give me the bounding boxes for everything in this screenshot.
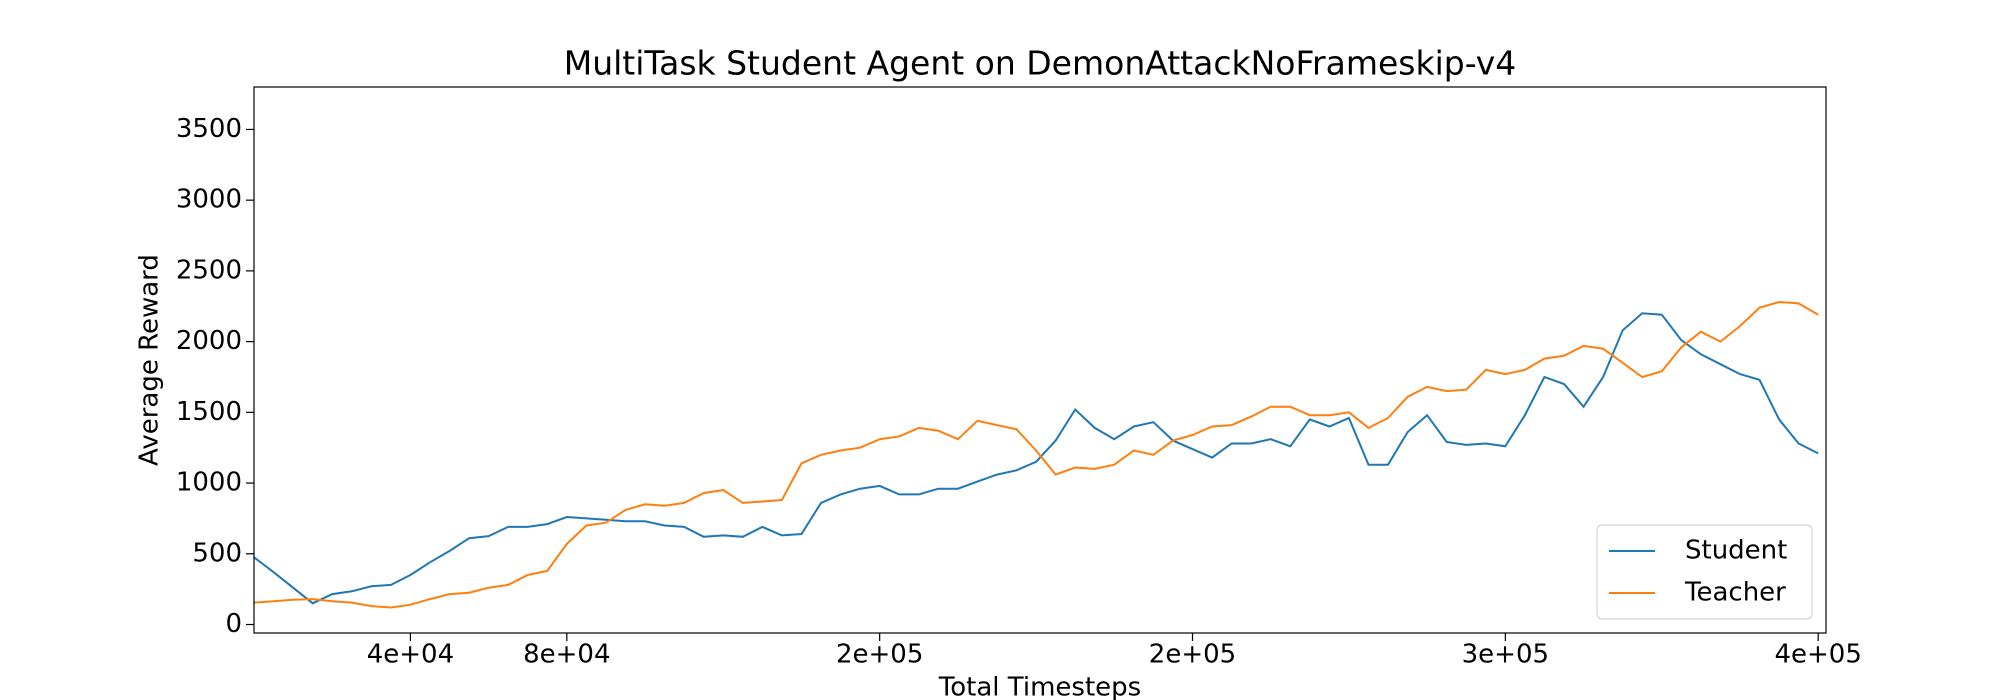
x-tick-label: 8e+04 [523,640,610,670]
plot-frame [253,86,1827,634]
x-tick-label: 2e+05 [836,640,923,670]
x-axis-label: Total Timesteps [938,673,1141,700]
legend-label: Teacher [1684,578,1786,608]
y-tick-label: 3000 [176,185,242,215]
legend-box [1596,524,1813,620]
x-tick-label: 4e+04 [367,640,454,670]
legend-label: Student [1685,536,1787,566]
x-tick-label: 2e+05 [1149,640,1236,670]
y-tick-label: 2000 [176,326,242,356]
y-tick-label: 2500 [176,255,242,285]
y-axis-label: Average Reward [135,254,165,466]
y-tick-label: 1000 [176,468,242,498]
y-tick-label: 0 [225,609,242,639]
x-tick-label: 3e+05 [1462,640,1549,670]
chart-title: MultiTask Student Agent on DemonAttackNo… [564,44,1517,83]
y-tick-label: 500 [192,538,242,568]
series-line [253,312,1819,605]
y-tick-label: 1500 [176,397,242,427]
x-tick-label: 4e+05 [1774,640,1861,670]
y-tick-label: 3500 [176,114,242,144]
series-line [253,300,1819,609]
legend: Student Teacher [1596,524,1813,620]
